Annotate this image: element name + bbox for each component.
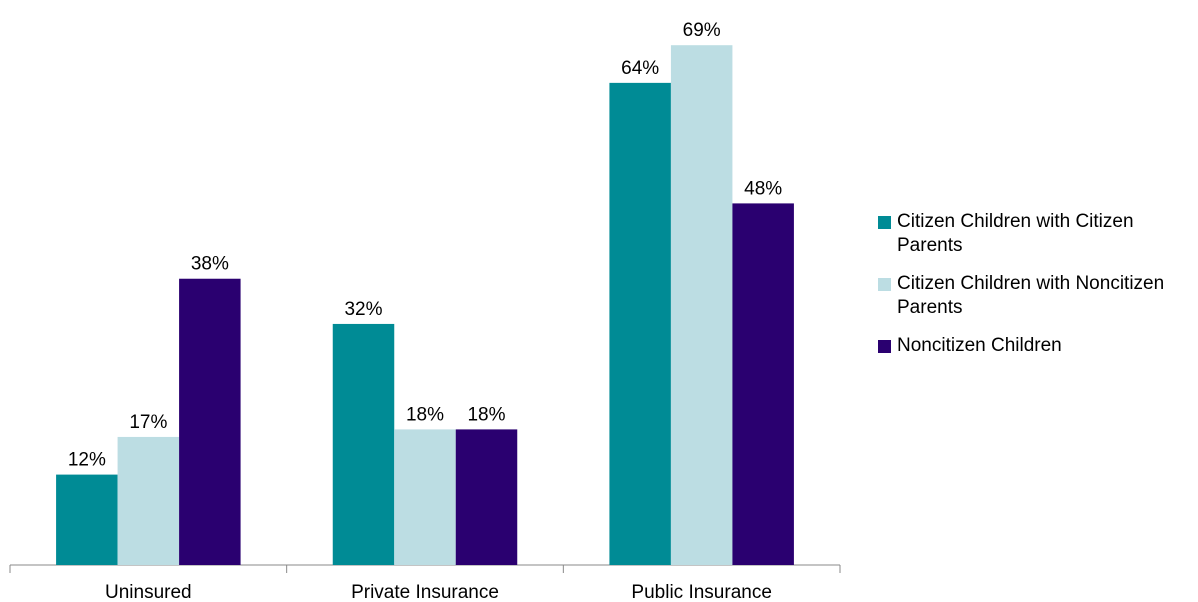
legend-label: Citizen Children with Citizen Parents <box>897 211 1134 256</box>
data-label: 48% <box>744 178 782 199</box>
legend-swatch <box>878 216 891 229</box>
bar <box>117 436 180 565</box>
bar <box>609 82 671 565</box>
legend-item: Citizen Children with Citizen Parents <box>878 210 1188 258</box>
bar <box>394 429 456 565</box>
data-label: 18% <box>406 404 444 425</box>
x-tick-label: Private Insurance <box>351 582 499 602</box>
data-label: 38% <box>191 254 229 275</box>
bar <box>670 45 733 565</box>
bar <box>56 474 118 565</box>
data-label: 69% <box>683 20 721 41</box>
x-tick-label: Public Insurance <box>631 582 771 602</box>
legend-label: Citizen Children with Noncitizen Parents <box>897 273 1165 318</box>
data-label: 17% <box>129 412 167 433</box>
data-label: 18% <box>467 404 505 425</box>
legend-swatch <box>878 340 891 353</box>
legend-item: Citizen Children with Noncitizen Parents <box>878 272 1188 320</box>
bar <box>179 278 241 565</box>
legend-label: Noncitizen Children <box>897 335 1062 356</box>
bar <box>455 429 518 565</box>
legend: Citizen Children with Citizen Parents Cit… <box>878 210 1188 372</box>
data-label: 12% <box>68 450 106 471</box>
data-label: 64% <box>621 58 659 79</box>
bar <box>732 203 794 565</box>
data-label: 32% <box>344 299 382 320</box>
legend-item: Noncitizen Children <box>878 334 1188 358</box>
bar <box>332 323 395 565</box>
legend-swatch <box>878 278 891 291</box>
x-tick-label: Uninsured <box>105 582 192 602</box>
